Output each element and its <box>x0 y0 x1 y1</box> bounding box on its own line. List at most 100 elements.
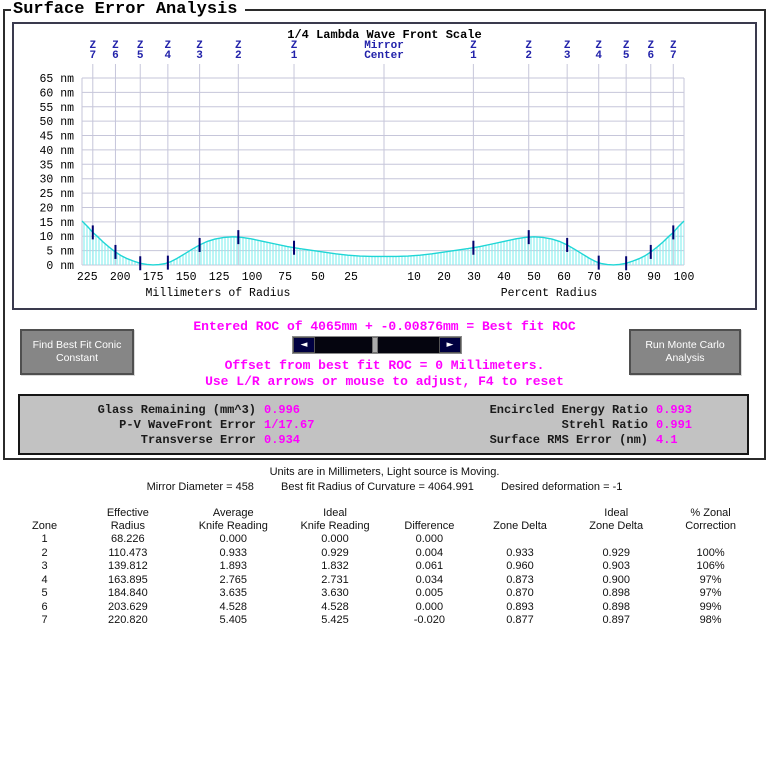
svg-text:75: 75 <box>278 271 292 284</box>
stat-label-right-1: Strehl Ratio <box>561 417 648 432</box>
page-title: Surface Error Analysis <box>11 0 246 19</box>
svg-text:50: 50 <box>311 271 325 284</box>
table-cell: 184.840 <box>107 587 148 599</box>
roc-offset-scrollbar[interactable]: ◄ ► <box>292 336 462 354</box>
zone-table-body: 1 68.226 0.000 0.000 0.000 2 110.473 0.933 0.929… <box>15 533 755 628</box>
svg-text:45 nm: 45 nm <box>39 131 74 144</box>
table-cell: 5.425 <box>321 614 349 626</box>
table-cell: 203.629 <box>107 600 148 613</box>
svg-text:40 nm: 40 nm <box>39 145 74 158</box>
table-cell: 0.933 <box>219 546 248 559</box>
zone-label-right-3: Z 3 <box>563 40 571 62</box>
table-cell: 0.061 <box>415 560 444 572</box>
zone-label-left-4: Z 4 <box>164 40 172 62</box>
table-cell: 5.405 <box>219 614 248 626</box>
stat-value-right-2: 4.1 <box>656 432 678 447</box>
table-cell: 220.820 <box>107 614 148 626</box>
stat-value-left-0: 0.996 <box>264 402 301 417</box>
table-cell: 0.005 <box>415 587 444 599</box>
table-row: 1 68.226 0.000 0.000 0.000 <box>15 533 755 547</box>
col-header-top: Ideal <box>604 507 629 519</box>
table-cell: 98% <box>699 614 722 626</box>
table-cell: 0.000 <box>415 600 444 613</box>
table-row: 5 184.840 3.635 3.630 0.005 0.870 0.898 97% <box>15 587 755 601</box>
col-header-top <box>385 507 474 520</box>
stat-value-left-1: 1/17.67 <box>264 417 315 432</box>
table-cell: 97% <box>699 573 722 586</box>
zone-label-left-2: Z 2 <box>234 40 242 62</box>
stat-value-left-2: 0.934 <box>264 432 301 447</box>
svg-text:25: 25 <box>344 271 358 284</box>
scroll-right-arrow-icon[interactable]: ► <box>439 337 461 353</box>
zone-label-left-1: Z 1 <box>290 40 298 62</box>
svg-text:30 nm: 30 nm <box>39 174 74 187</box>
table-cell: 0.000 <box>415 533 444 545</box>
svg-text:Percent Radius: Percent Radius <box>501 287 598 300</box>
stat-label-left-1: P-V WaveFront Error <box>119 417 256 432</box>
table-cell: 0.873 <box>506 573 534 586</box>
col-header: Correction <box>685 520 736 532</box>
svg-text:100: 100 <box>242 271 263 284</box>
table-cell: 4.528 <box>321 600 349 613</box>
desired-deformation-text: Desired deformation = -1 <box>500 481 623 493</box>
scrollbar-thumb[interactable] <box>372 337 379 353</box>
stat-label-left-0: Glass Remaining (mm^3) <box>97 402 256 417</box>
svg-text:125: 125 <box>209 271 230 284</box>
col-header-top: Effective <box>106 507 149 519</box>
svg-text:Millimeters of Radius: Millimeters of Radius <box>146 287 291 300</box>
svg-text:15 nm: 15 nm <box>39 217 74 230</box>
svg-text:80: 80 <box>617 271 631 284</box>
table-row: 4 163.895 2.765 2.731 0.034 0.873 0.900 97% <box>15 574 755 588</box>
table-cell: 4.528 <box>219 600 248 613</box>
svg-text:50 nm: 50 nm <box>39 116 74 129</box>
scroll-left-arrow-icon[interactable]: ◄ <box>293 337 315 353</box>
zone-label-right-1: Z 1 <box>470 40 477 62</box>
table-cell: 139.812 <box>107 560 148 572</box>
table-cell: 3.630 <box>321 587 349 599</box>
stat-value-right-0: 0.993 <box>656 402 693 417</box>
svg-text:225: 225 <box>77 271 98 284</box>
table-row: 2 110.473 0.933 0.929 0.004 0.933 0.929 100% <box>15 547 755 561</box>
table-cell: 2 <box>41 546 48 559</box>
col-header: Zone Delta <box>493 520 547 532</box>
zone-label-left-5: Z 5 <box>136 40 144 62</box>
table-cell: 0.900 <box>602 573 630 586</box>
wavefront-chart-panel: 1/4 Lambda Wave Front Scale Z 7 Z 6 Z 5 Z 4… <box>12 22 757 310</box>
stat-label-right-2: Surface RMS Error (nm) <box>489 432 648 447</box>
col-header-top <box>15 507 74 520</box>
table-cell: 7 <box>41 614 48 626</box>
table-cell: 0.000 <box>321 533 349 545</box>
table-cell: 0.960 <box>506 560 534 572</box>
table-cell: 0.004 <box>415 546 444 559</box>
svg-text:5 nm: 5 nm <box>46 246 74 259</box>
table-cell: 2.731 <box>321 573 349 586</box>
table-cell: 99% <box>699 600 722 613</box>
col-header: Difference <box>404 520 455 532</box>
table-cell <box>566 533 666 547</box>
find-best-fit-conic-button[interactable]: Find Best Fit Conic Constant <box>20 329 134 375</box>
scrollbar-track[interactable] <box>315 337 439 353</box>
table-cell: 1.832 <box>321 560 349 572</box>
zone-table-header: Effective Average Ideal Ideal % Zonal Zone Rad… <box>15 507 755 533</box>
col-header: Radius <box>110 520 145 532</box>
svg-text:60: 60 <box>557 271 571 284</box>
table-cell: 68.226 <box>111 533 145 545</box>
zone-label-left-7: Z 7 <box>89 40 97 62</box>
run-monte-carlo-button[interactable]: Run Monte Carlo Analysis <box>629 329 741 375</box>
col-header: Zone <box>32 520 58 532</box>
adjust-hint-text: Use L/R arrows or mouse to adjust, F4 to… <box>205 374 564 389</box>
table-cell: 0.000 <box>219 533 248 545</box>
zone-label-right-7: Z 7 <box>669 40 677 62</box>
svg-text:200: 200 <box>110 271 131 284</box>
zone-label-left-6: Z 6 <box>112 40 119 62</box>
table-cell <box>666 533 755 547</box>
table-cell: -0.020 <box>413 614 445 626</box>
svg-text:10 nm: 10 nm <box>39 231 74 244</box>
svg-text:70: 70 <box>587 271 601 284</box>
table-cell: 0.870 <box>506 587 534 599</box>
table-cell: 100% <box>696 546 725 559</box>
table-cell: 0.929 <box>602 546 630 559</box>
table-cell: 5 <box>41 587 48 599</box>
svg-text:55 nm: 55 nm <box>39 102 74 115</box>
svg-text:40: 40 <box>497 271 511 284</box>
